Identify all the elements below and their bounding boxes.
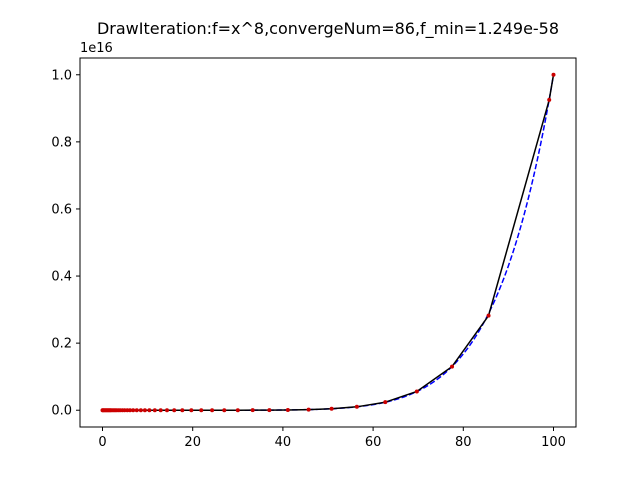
plot-area: 0 20 40 60 80 100 0.0 0.2 0.4 0.6 0.8 1.0: [51, 57, 577, 450]
x-tick-label: 60: [365, 435, 382, 450]
x-tick-label: 0: [98, 435, 106, 450]
series-group: [100, 72, 556, 413]
iteration-point-marker: [329, 406, 334, 411]
y-axis-offset-label: 1e16: [80, 41, 113, 56]
iteration-point-marker: [180, 408, 185, 413]
chart-title: DrawIteration:f=x^8,convergeNum=86,f_min…: [97, 19, 559, 39]
iteration-point-marker: [147, 408, 152, 413]
iteration-point-marker: [199, 408, 204, 413]
iteration-point-marker: [210, 408, 215, 413]
iteration-point-marker: [131, 408, 136, 413]
iteration-point-marker: [383, 400, 388, 405]
x-tick-label: 100: [541, 435, 566, 450]
y-tick-label: 0.0: [51, 404, 72, 419]
iteration-point-marker: [450, 364, 455, 369]
iteration-point-marker: [138, 408, 143, 413]
iteration-point-marker: [134, 408, 139, 413]
iteration-point-marker: [165, 408, 169, 413]
iteration-point-marker: [158, 408, 163, 413]
iteration-point-marker: [547, 97, 552, 102]
iteration-point-marker: [172, 408, 177, 413]
iteration-point-marker: [235, 408, 240, 413]
iteration-point-marker: [285, 407, 290, 412]
iteration-point-marker: [100, 408, 105, 413]
iteration-point-marker: [267, 408, 272, 413]
y-tick-label: 0.4: [51, 270, 72, 285]
y-tick-label: 1.0: [51, 68, 72, 83]
y-tick-label: 0.8: [51, 135, 72, 150]
iteration-point-marker: [354, 404, 359, 409]
iteration-point-marker: [414, 389, 419, 394]
iteration-point-marker: [486, 313, 491, 318]
axes-frame: [79, 57, 577, 428]
iteration-point-marker: [551, 72, 556, 77]
iteration-point-marker: [152, 408, 157, 413]
iteration-point-marker: [306, 407, 311, 412]
x-tick-label: 40: [275, 435, 292, 450]
iteration-point-marker: [189, 408, 194, 413]
iteration-point-marker: [142, 408, 147, 413]
iteration-point-marker: [222, 408, 227, 413]
x-tick-label: 80: [455, 435, 472, 450]
iteration-point-marker: [250, 408, 255, 413]
y-tick-label: 0.6: [51, 202, 72, 217]
y-tick-label: 0.2: [51, 337, 72, 352]
x-tick-label: 20: [184, 435, 201, 450]
